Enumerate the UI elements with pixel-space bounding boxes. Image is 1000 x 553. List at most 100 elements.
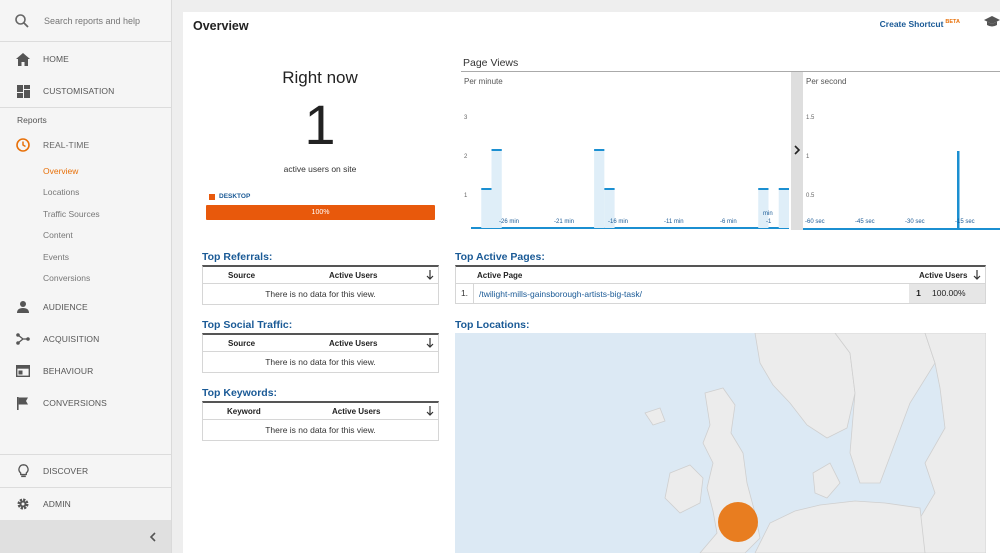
column-source[interactable]: Source <box>228 338 256 348</box>
ps-bar <box>957 151 960 229</box>
realtime-locations[interactable]: Locations <box>43 187 80 198</box>
table-header: Keyword Active Users <box>203 403 438 420</box>
reports-label: Reports <box>17 115 47 125</box>
top-social-table: Source Active Users There is no data for… <box>202 333 439 373</box>
nav-home[interactable]: HOME <box>0 43 171 75</box>
chevron-left-icon <box>149 531 156 542</box>
realtime-events[interactable]: Events <box>43 251 69 262</box>
row-percent: 100.00% <box>928 284 985 303</box>
nav-customisation-label: CUSTOMISATION <box>43 86 115 96</box>
per-second-chart: Per second 1.5 1 0.5 -60 sec -45 sec -30… <box>803 72 1000 230</box>
chart-split-handle[interactable] <box>791 72 803 230</box>
ps-x-tick-30: -30 sec <box>905 219 925 225</box>
home-icon <box>15 51 31 67</box>
row-index: 1. <box>456 284 474 303</box>
pm-x-tick-16: -16 min <box>608 219 629 225</box>
sort-arrow-icon[interactable] <box>426 270 434 280</box>
page-views-title: Page Views <box>463 57 519 69</box>
column-active-page[interactable]: Active Page <box>477 270 523 280</box>
pm-x-tick-min: min <box>763 211 773 217</box>
table-header: Source Active Users <box>203 267 438 284</box>
desktop-swatch <box>209 193 215 200</box>
nav-customisation[interactable]: CUSTOMISATION <box>0 75 171 107</box>
top-active-pages-table: Active Page Active Users 1. /twilight-mi… <box>455 265 986 304</box>
pm-x-tick-1: -1 <box>766 219 772 225</box>
locations-map[interactable] <box>455 333 986 553</box>
nav-realtime[interactable]: REAL-TIME <box>0 129 171 161</box>
top-referrals-table: Source Active Users There is no data for… <box>202 265 439 305</box>
land-north-islands <box>644 407 666 426</box>
nav-discover[interactable]: DISCOVER <box>0 455 171 487</box>
collapse-sidebar-button[interactable] <box>0 520 171 553</box>
referrals-empty-message: There is no data for this view. <box>265 289 376 299</box>
beta-badge: BETA <box>945 19 960 25</box>
page-title: Overview <box>193 19 249 33</box>
sort-arrow-icon[interactable] <box>426 406 434 416</box>
pm-bar-fill <box>604 189 615 228</box>
pm-bar-fill <box>594 150 605 228</box>
table-row: 1. /twilight-mills-gainsborough-artists-… <box>456 284 985 303</box>
social-empty-message: There is no data for this view. <box>265 357 376 367</box>
pm-x-tick-11: -11 min <box>664 219 684 225</box>
realtime-content[interactable]: Content <box>43 230 73 241</box>
search-icon <box>15 13 29 28</box>
pm-x-tick-26: -26 min <box>499 219 520 225</box>
per-second-bars <box>803 151 1000 230</box>
per-minute-bars <box>471 149 789 229</box>
pm-bar-fill <box>778 189 789 228</box>
top-referrals-title: Top Referrals: <box>202 251 273 263</box>
column-active-users[interactable]: Active Users <box>329 270 378 280</box>
create-shortcut-label: Create Shortcut <box>879 19 944 29</box>
sort-arrow-icon[interactable] <box>426 338 434 348</box>
location-marker <box>718 502 758 542</box>
map-svg <box>455 333 986 553</box>
page-views-chart: Per minute 3 2 1 -26 min -21 min -16 min… <box>461 71 1000 230</box>
nav-discover-label: DISCOVER <box>43 466 89 476</box>
pm-x-tick-6: -6 min <box>720 219 737 225</box>
column-keyword[interactable]: Keyword <box>227 406 261 416</box>
per-minute-chart: Per minute 3 2 1 -26 min -21 min -16 min… <box>461 72 791 230</box>
column-active-users[interactable]: Active Users <box>332 406 381 416</box>
chevron-right-icon <box>794 145 801 155</box>
search-row[interactable] <box>0 0 171 42</box>
ps-x-tick-15: -15 sec <box>955 219 975 225</box>
active-page-link[interactable]: /twilight-mills-gainsborough-artists-big… <box>479 288 642 299</box>
ps-x-tick-45: -45 sec <box>855 219 875 225</box>
device-share-bar: 100% <box>206 205 435 220</box>
search-input[interactable] <box>44 15 164 26</box>
ps-x-tick-60: -60 sec <box>805 219 825 225</box>
person-icon <box>15 299 31 315</box>
device-label: DESKTOP <box>219 193 251 200</box>
acquisition-icon <box>15 331 31 347</box>
nav-conversions[interactable]: CONVERSIONS <box>0 387 171 419</box>
pm-y-tick-1: 1 <box>464 193 468 199</box>
column-active-users[interactable]: Active Users <box>329 338 378 348</box>
nav-realtime-label: REAL-TIME <box>43 140 90 150</box>
keywords-empty-message: There is no data for this view. <box>265 425 376 435</box>
realtime-traffic-sources[interactable]: Traffic Sources <box>43 208 100 219</box>
pm-y-tick-2: 2 <box>464 154 468 160</box>
land-finland <box>916 333 986 553</box>
nav-admin-label: ADMIN <box>43 499 71 509</box>
graduation-cap-icon[interactable] <box>984 16 1000 28</box>
nav-audience[interactable]: AUDIENCE <box>0 291 171 323</box>
nav-home-label: HOME <box>43 54 69 64</box>
nav-behaviour[interactable]: BEHAVIOUR <box>0 355 171 387</box>
column-source[interactable]: Source <box>228 270 256 280</box>
active-users-label: active users on site <box>283 164 357 174</box>
ps-y-tick-1-5: 1.5 <box>806 115 815 121</box>
land-ireland <box>664 464 704 514</box>
sort-arrow-icon[interactable] <box>973 270 981 280</box>
right-now-title: Right now <box>282 68 358 87</box>
land-europe <box>754 500 926 553</box>
main-panel: Overview Create Shortcut BETA Right now 1… <box>183 12 1000 553</box>
land-denmark <box>812 462 841 499</box>
realtime-conversions[interactable]: Conversions <box>43 272 91 283</box>
column-active-users[interactable]: Active Users <box>919 270 968 280</box>
top-locations-title: Top Locations: <box>455 319 530 331</box>
nav-admin[interactable]: ADMIN <box>0 488 171 520</box>
sidebar: HOME CUSTOMISATION Reports REAL-TIME Ove… <box>0 0 172 553</box>
create-shortcut-link[interactable]: Create Shortcut BETA <box>880 19 960 29</box>
nav-acquisition[interactable]: ACQUISITION <box>0 323 171 355</box>
realtime-overview[interactable]: Overview <box>43 166 79 176</box>
